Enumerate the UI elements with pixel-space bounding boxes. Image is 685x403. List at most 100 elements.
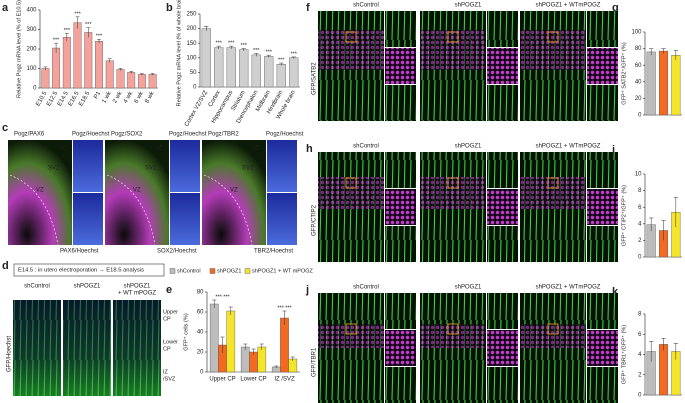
significance: *** [216,41,223,47]
label-segment: /Hoechst [280,132,304,138]
image-inset [385,11,416,47]
bar [276,64,286,88]
image-inset [587,11,618,47]
image [105,140,169,245]
error-bar [266,54,271,58]
y-tick-label: 0 [33,86,37,92]
y-axis-title: GFP⁺ cells (%) [182,313,189,351]
panel-letter: d [2,260,9,272]
y-tick-label: 80 [635,46,642,52]
image-inset [487,152,518,188]
y-tick-label: 40 [197,330,204,336]
error-bar [228,306,233,315]
error-bar [241,48,246,51]
roi-box [447,31,459,43]
y-tick-label: 0 [638,113,642,119]
legend-label: shControl [177,268,201,274]
x-tick-label: 6 wk [134,90,146,105]
image-inset [587,293,618,329]
image-inset [487,11,518,47]
label-segment: Pogz [72,132,86,138]
legend-swatch [169,268,176,274]
region-label: IZ [254,146,260,152]
significance: *** [85,22,92,28]
error-bar [254,53,259,57]
image-inset [587,152,618,188]
error-bar [661,220,666,241]
error-bar [216,45,221,50]
bar [226,310,236,373]
error-bar [673,196,678,228]
bar [116,69,125,89]
layer-label: CP [163,346,171,352]
y-tick-label: 0 [200,370,204,376]
error-bar [86,27,91,38]
y-tick-label: 8 [638,188,642,194]
significance: *** [278,58,285,64]
error-bar [150,73,155,76]
region-label: VZ [36,188,44,194]
panel-letter: b [166,2,173,14]
column-label: shPOGZ1 [455,144,482,150]
y-tick-label: 400 [26,8,37,14]
x-tick-label: IZ /SVZ [274,377,295,383]
roi-box [345,177,357,189]
y-tick-label: 6 [638,332,642,338]
region-label: IZ [60,146,66,152]
image-inset [587,85,618,121]
label-segment: Pogz [266,132,280,138]
roi-box [547,323,559,335]
y-tick-label: 20 [197,350,204,356]
rotated-label: GFP/TBR1 [312,347,318,377]
significance: *** [74,11,81,17]
label-segment: /Hoechst [183,132,207,138]
region-label: SVZ [145,166,157,172]
label-segment: /Hoechst [173,249,197,255]
roi-box [547,31,559,43]
y-axis-title: GFP⁺ TBR1⁺/GFP⁺ (%) [620,325,627,385]
bar [646,51,656,116]
label-segment: GFP [312,224,318,236]
roi-box [447,323,459,335]
bar [251,54,261,88]
bar [658,50,669,116]
label-segment: GFP [312,365,318,377]
y-tick-label: 200 [186,26,197,32]
label-segment: /TBR2 [222,132,240,138]
layer-label: /SVZ [163,376,176,382]
x-tick-label: E18.5 [78,90,91,107]
bar [62,37,71,89]
protocol: E14.5 : in utero electroporation → E18.5… [18,268,144,274]
panel-letter: h [306,143,313,155]
column-label: shPOGZ1 [455,3,482,9]
region-label: VZ [133,188,141,194]
error-bar [243,343,248,350]
label-segment: TBR2 [254,249,270,255]
y-tick-label: 100 [26,66,37,72]
x-tick-label: Lower CP [240,377,266,383]
error-bar [97,39,101,44]
y-tick-label: 2 [638,372,642,378]
x-tick-label: Upper CP [209,377,235,383]
y-tick-label: 300 [26,27,37,33]
error-bar [229,45,234,50]
region-label: VZ [230,188,238,194]
label-segment: /PAX6 [28,132,45,138]
legend-swatch [244,268,251,274]
significance: *** [266,50,273,56]
layer-label: IZ [163,369,169,375]
image-inset [267,140,297,192]
bar [257,346,267,373]
image-inset [587,330,618,366]
image-inset [267,193,297,245]
y-tick-label: 50 [190,70,197,76]
bar [137,74,146,89]
y-axis-title: Relative Pogz mRNA level (% of E10.5) [16,0,22,98]
legend-label: shPOGZ1 [217,268,241,274]
image-inset [385,330,416,366]
label-segment: PAX6 [60,249,76,255]
y-tick-label: 4 [638,352,642,358]
x-tick-label: 8 wk [144,90,156,105]
panel-letter: c [2,122,8,134]
column-label: shControl [353,3,379,9]
